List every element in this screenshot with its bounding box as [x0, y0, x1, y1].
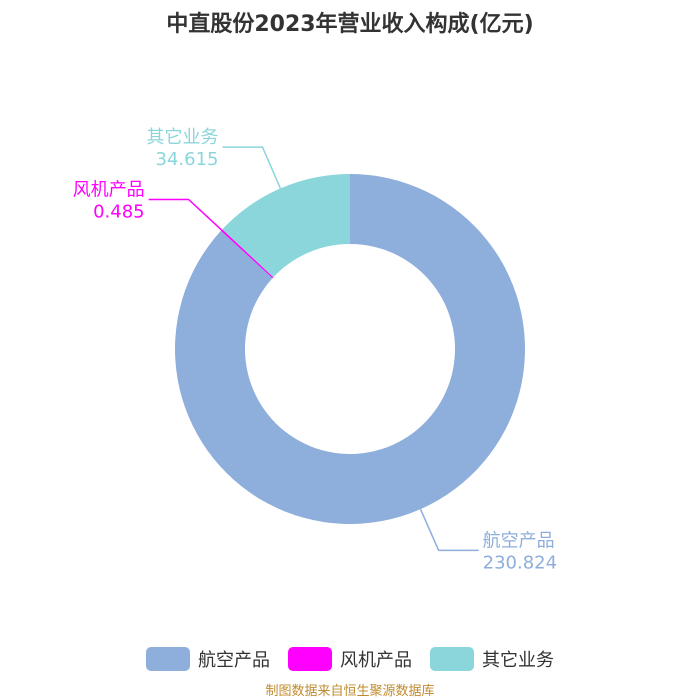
leader-line-other	[222, 146, 282, 189]
leader-line-wind	[148, 198, 223, 231]
slice-label-value-other: 34.615	[156, 149, 219, 170]
slice-other[interactable]	[222, 174, 350, 278]
chart-title: 中直股份2023年营业收入构成(亿元)	[166, 12, 534, 37]
slice-wind[interactable]	[220, 229, 274, 279]
legend-swatch-wind	[288, 647, 332, 671]
legend-label-aviation: 航空产品	[198, 650, 270, 671]
slice-label-name-other: 其它业务	[147, 127, 219, 148]
legend-item-wind[interactable]: 风机产品	[288, 646, 412, 672]
slice-label-value-aviation: 230.824	[483, 552, 557, 573]
slices-group	[174, 174, 525, 525]
leader-lines-group	[148, 146, 479, 552]
slice-label-name-wind: 风机产品	[73, 179, 145, 200]
slice-label-name-aviation: 航空产品	[483, 530, 555, 551]
legend-item-other[interactable]: 其它业务	[430, 646, 554, 672]
slice-label-value-wind: 0.485	[93, 201, 145, 222]
slice-aviation[interactable]	[174, 174, 525, 525]
legend-label-other: 其它业务	[482, 650, 554, 671]
leader-line-aviation	[419, 508, 479, 552]
legend: 航空产品 风机产品 其它业务	[0, 646, 700, 672]
legend-swatch-other	[430, 647, 474, 671]
legend-item-aviation[interactable]: 航空产品	[146, 646, 270, 672]
legend-swatch-aviation	[146, 647, 190, 671]
legend-label-wind: 风机产品	[340, 650, 412, 671]
data-source-note: 制图数据来自恒生聚源数据库	[265, 684, 435, 699]
